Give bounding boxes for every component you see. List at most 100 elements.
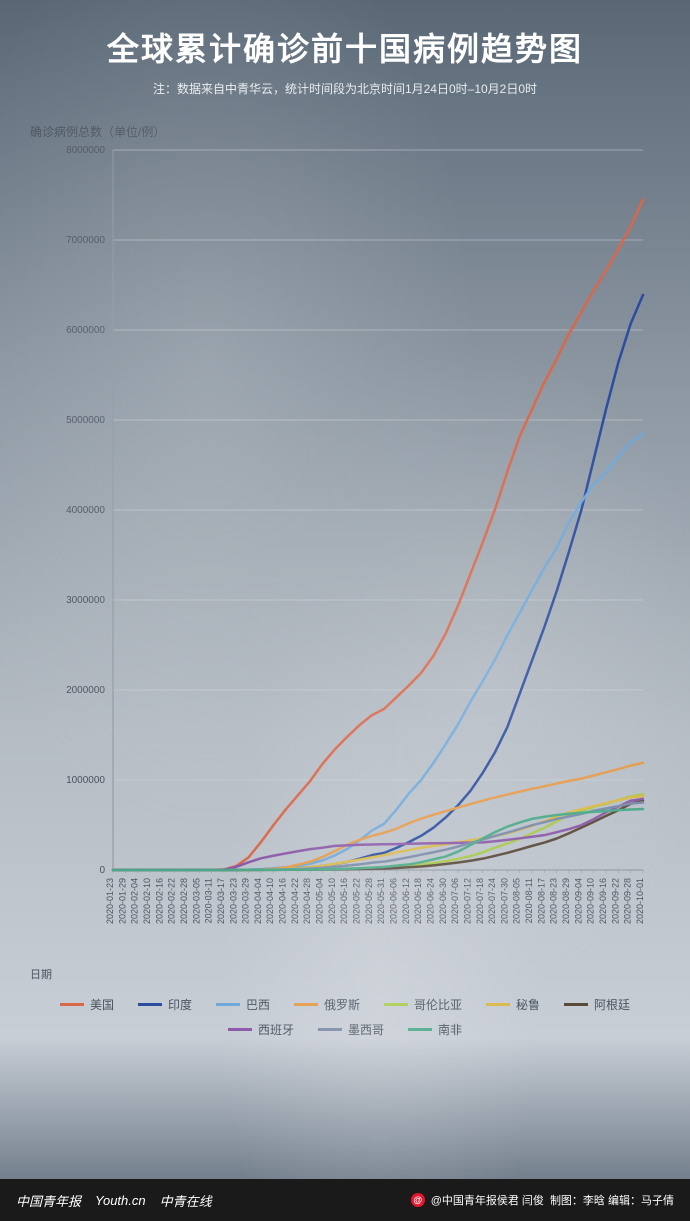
- svg-text:7000000: 7000000: [66, 235, 105, 246]
- legend-item: 印度: [138, 996, 192, 1013]
- svg-text:2020-09-10: 2020-09-10: [586, 878, 596, 924]
- svg-text:2020-02-28: 2020-02-28: [179, 878, 189, 924]
- legend-swatch: [228, 1028, 252, 1031]
- svg-text:2020-09-16: 2020-09-16: [598, 878, 608, 924]
- legend-swatch: [384, 1003, 408, 1006]
- legend-swatch: [408, 1028, 432, 1031]
- svg-text:2020-05-10: 2020-05-10: [327, 878, 337, 924]
- legend-label: 墨西哥: [348, 1021, 384, 1038]
- brand-logo: 中国青年报: [16, 1191, 81, 1210]
- svg-text:2020-05-16: 2020-05-16: [339, 878, 349, 924]
- legend-swatch: [318, 1028, 342, 1031]
- svg-text:8000000: 8000000: [66, 145, 105, 156]
- svg-text:2020-06-18: 2020-06-18: [413, 878, 423, 924]
- svg-text:2020-03-23: 2020-03-23: [228, 878, 238, 924]
- svg-text:2020-07-18: 2020-07-18: [475, 878, 485, 924]
- x-axis-label: 日期: [30, 966, 52, 982]
- chart-title: 全球累计确诊前十国病例趋势图: [20, 24, 670, 70]
- svg-text:2020-03-17: 2020-03-17: [216, 878, 226, 924]
- x-axis-label-row: 日期: [30, 966, 660, 982]
- svg-text:2020-06-30: 2020-06-30: [438, 878, 448, 924]
- svg-text:3000000: 3000000: [66, 595, 105, 606]
- svg-text:2020-04-16: 2020-04-16: [278, 878, 288, 924]
- legend-label: 巴西: [246, 996, 270, 1013]
- svg-text:2020-04-22: 2020-04-22: [290, 878, 300, 924]
- svg-text:2020-02-04: 2020-02-04: [130, 878, 140, 924]
- legend-label: 阿根廷: [594, 996, 630, 1013]
- svg-text:2020-07-12: 2020-07-12: [462, 878, 472, 924]
- svg-text:5000000: 5000000: [66, 415, 105, 426]
- svg-text:2020-09-28: 2020-09-28: [623, 878, 633, 924]
- svg-text:2020-04-10: 2020-04-10: [265, 878, 275, 924]
- legend-item: 秘鲁: [486, 996, 540, 1013]
- svg-text:2020-09-04: 2020-09-04: [573, 878, 583, 924]
- svg-text:2020-08-17: 2020-08-17: [536, 878, 546, 924]
- legend-item: 阿根廷: [564, 996, 630, 1013]
- svg-text:2020-05-22: 2020-05-22: [352, 878, 362, 924]
- svg-text:2020-10-01: 2020-10-01: [635, 878, 645, 924]
- brand-logo: 中青在线: [160, 1191, 212, 1210]
- footer-bar: 中国青年报 Youth.cn 中青在线 @ @中国青年报侯君 闫俊 制图：李晗 …: [0, 1179, 690, 1221]
- footer-brands: 中国青年报 Youth.cn 中青在线: [16, 1191, 212, 1210]
- svg-text:2020-03-29: 2020-03-29: [241, 878, 251, 924]
- legend-label: 秘鲁: [516, 996, 540, 1013]
- svg-text:2020-03-11: 2020-03-11: [204, 878, 214, 923]
- svg-text:2020-07-06: 2020-07-06: [450, 878, 460, 924]
- legend-swatch: [138, 1003, 162, 1006]
- svg-text:4000000: 4000000: [66, 505, 105, 516]
- legend-item: 西班牙: [228, 1021, 294, 1038]
- svg-text:2020-01-29: 2020-01-29: [117, 878, 127, 924]
- svg-text:2000000: 2000000: [66, 685, 105, 696]
- legend-label: 西班牙: [258, 1021, 294, 1038]
- legend-label: 印度: [168, 996, 192, 1013]
- svg-text:2020-08-29: 2020-08-29: [561, 878, 571, 924]
- legend-label: 美国: [90, 996, 114, 1013]
- svg-text:2020-03-05: 2020-03-05: [191, 878, 201, 924]
- svg-text:2020-02-16: 2020-02-16: [154, 878, 164, 924]
- legend-item: 美国: [60, 996, 114, 1013]
- legend-item: 俄罗斯: [294, 996, 360, 1013]
- footer-credit: @ @中国青年报侯君 闫俊 制图：李晗 编辑：马子倩: [411, 1192, 674, 1208]
- legend-item: 巴西: [216, 996, 270, 1013]
- svg-text:2020-05-28: 2020-05-28: [364, 878, 374, 924]
- line-chart: 0 1000000 2000000 3000000 4000000 5000000 6000…: [35, 140, 655, 960]
- legend-swatch: [294, 1003, 318, 1006]
- legend-label: 南非: [438, 1021, 462, 1038]
- legend-item: 南非: [408, 1021, 462, 1038]
- svg-text:2020-04-04: 2020-04-04: [253, 878, 263, 924]
- svg-text:2020-02-10: 2020-02-10: [142, 878, 152, 924]
- svg-text:2020-06-24: 2020-06-24: [425, 878, 435, 924]
- svg-text:2020-06-06: 2020-06-06: [388, 878, 398, 924]
- y-axis-label: 确诊病例总数（单位/例）: [30, 123, 690, 140]
- weibo-icon: @: [411, 1193, 425, 1207]
- svg-text:2020-04-28: 2020-04-28: [302, 878, 312, 924]
- svg-text:1000000: 1000000: [66, 775, 105, 786]
- legend-swatch: [486, 1003, 510, 1006]
- svg-text:2020-05-04: 2020-05-04: [315, 878, 325, 924]
- legend-label: 哥伦比亚: [414, 996, 462, 1013]
- svg-text:2020-08-11: 2020-08-11: [524, 878, 534, 923]
- svg-text:2020-08-05: 2020-08-05: [512, 878, 522, 924]
- credit-handle: @中国青年报侯君 闫俊: [431, 1192, 544, 1208]
- svg-text:6000000: 6000000: [66, 325, 105, 336]
- legend-swatch: [564, 1003, 588, 1006]
- legend-label: 俄罗斯: [324, 996, 360, 1013]
- svg-text:2020-07-30: 2020-07-30: [499, 878, 509, 924]
- svg-text:2020-01-23: 2020-01-23: [105, 878, 115, 924]
- brand-logo: Youth.cn: [95, 1193, 146, 1208]
- svg-text:2020-02-22: 2020-02-22: [167, 878, 177, 924]
- chart-legend: 美国 印度 巴西 俄罗斯 哥伦比亚 秘鲁 阿根廷西班牙 墨西哥 南非: [50, 996, 640, 1038]
- chart-header: 全球累计确诊前十国病例趋势图 注：数据来自中青华云，统计时间段为北京时间1月24…: [0, 0, 690, 105]
- credit-text: 制图：李晗 编辑：马子倩: [550, 1192, 674, 1208]
- svg-text:0: 0: [99, 865, 105, 876]
- legend-swatch: [216, 1003, 240, 1006]
- legend-swatch: [60, 1003, 84, 1006]
- chart-subtitle: 注：数据来自中青华云，统计时间段为北京时间1月24日0时–10月2日0时: [20, 80, 670, 97]
- svg-text:2020-08-23: 2020-08-23: [549, 878, 559, 924]
- legend-item: 哥伦比亚: [384, 996, 462, 1013]
- legend-item: 墨西哥: [318, 1021, 384, 1038]
- svg-text:2020-05-31: 2020-05-31: [376, 878, 386, 924]
- svg-text:2020-09-22: 2020-09-22: [610, 878, 620, 924]
- svg-text:2020-07-24: 2020-07-24: [487, 878, 497, 924]
- svg-text:2020-06-12: 2020-06-12: [401, 878, 411, 924]
